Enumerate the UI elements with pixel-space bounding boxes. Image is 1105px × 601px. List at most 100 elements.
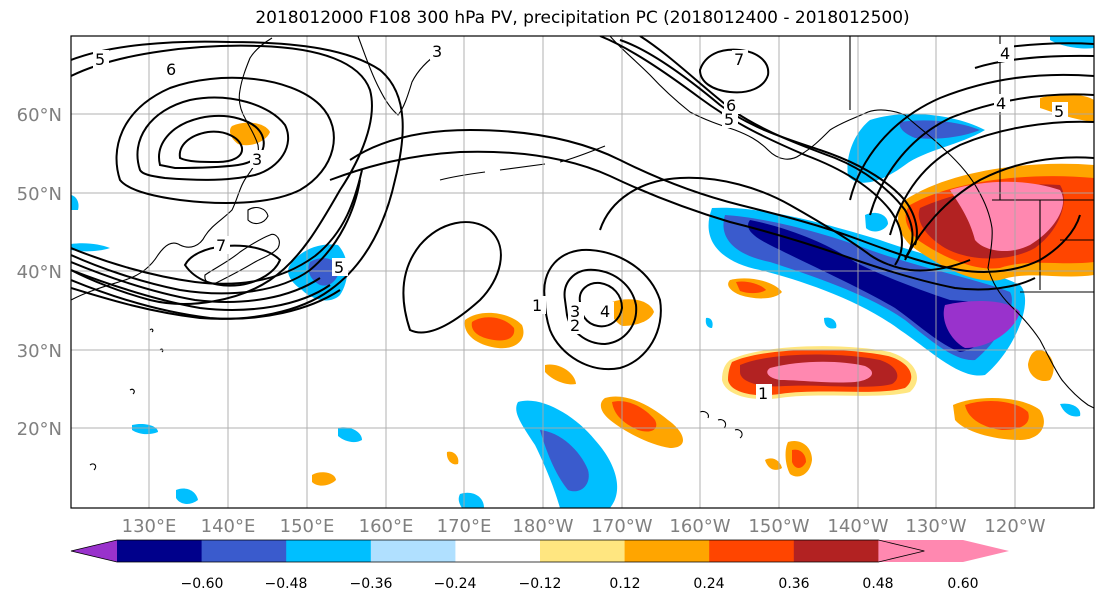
pv-contour [158,114,265,170]
colorbar-segment [455,540,541,562]
lat-label: 40°N [17,262,62,283]
colorbar-segment [878,540,1009,562]
pv-contour [115,76,335,204]
lat-label: 50°N [17,184,62,205]
pv-contour [599,176,971,272]
label-halo [568,316,584,334]
precip-positive-blob [765,458,782,470]
pv-contour [71,40,404,320]
contour-label: 1 [758,384,768,403]
colorbar [70,539,1009,563]
contour-label: 5 [1054,102,1064,121]
precip-negative-blob [705,317,713,328]
pv-contour [698,48,770,94]
contour-label: 2 [570,316,580,335]
map-frame [70,35,1095,509]
asia-coastline [71,37,273,301]
contour-label: 5 [95,50,105,69]
japan-coastline [204,233,280,285]
label-halo [164,60,180,78]
contour-label: 4 [600,302,610,321]
precip-positive-blob [612,401,657,432]
colorbar-segment [793,540,879,562]
precip-negative-blob [338,427,362,443]
label-halo [994,94,1010,112]
lat-label: 20°N [17,419,62,440]
pv-contour [136,96,290,181]
precip-positive-blob [312,472,336,486]
north-america-coastline [904,114,1094,409]
colorbar-segment [201,540,287,562]
precip-positive-blob [1028,350,1054,382]
lon-label: 160°W [669,516,730,537]
colorbar-segment [709,540,795,562]
contour-label: 6 [166,60,176,79]
contour-label: 3 [432,42,442,61]
contour-label: 7 [734,50,744,69]
colorbar-segment [286,540,372,562]
precip-negative-blob [176,488,198,504]
precip-positive-blob [545,364,576,385]
colorbar-tick-label: −0.48 [265,576,308,592]
pv-contour [71,44,373,305]
pv-contour [599,36,903,266]
pv-contour [178,130,244,164]
label-halo [93,50,109,68]
precip-positive-blob [230,122,270,146]
lon-label: 160°E [359,516,414,537]
label-halo [998,44,1014,62]
lon-label: 140°W [827,516,888,537]
pv-contour [563,268,638,346]
lat-label: 30°N [17,341,62,362]
precip-negative-blob [458,492,484,508]
precip-negative-blob [132,423,158,435]
kamchatka-coastline [357,36,441,116]
map-title: 2018012000 F108 300 hPa PV, precipitatio… [255,8,910,28]
colorbar-tick-label: −0.60 [181,576,224,592]
pv-contour [869,93,1094,216]
contour-label-halos [93,42,1068,402]
label-halo [250,150,266,168]
colorbar-tick-label: 0.12 [609,576,640,592]
pv-contour [349,128,1081,273]
lon-label: 130°W [905,516,966,537]
colorbar-segment [117,540,203,562]
colorbar-tick-label: −0.24 [434,576,477,592]
lon-label: 170°E [437,516,492,537]
precip-negative-blob [824,317,837,329]
colorbar-tick-label: −0.36 [350,576,393,592]
precip-negative-blob [71,243,110,252]
pv-contour [71,261,321,303]
pv-contour [402,221,502,334]
contour-label: 1 [532,296,542,315]
pv-contour [849,73,1094,201]
label-halo [214,236,230,254]
contour-label: 4 [996,94,1006,113]
precip-positive-blob [471,317,515,341]
label-halo [724,96,740,114]
precip-positive-blob [736,281,766,294]
pv-contour [71,269,331,311]
contour-label: 7 [216,236,226,255]
lon-label: 170°W [591,516,652,537]
colorbar-segment [71,540,117,562]
alaska-coastline [609,36,906,160]
pv-contour [329,150,1036,291]
hawaii-islands [699,410,743,439]
lon-label: 120°W [984,516,1045,537]
lon-label: 140°E [201,516,256,537]
contour-label: 3 [570,302,580,321]
contour-label: 3 [252,150,262,169]
colorbar-segment [540,540,626,562]
latitude-labels: 60°N 50°N 40°N 30°N 20°N [17,105,62,440]
lon-label: 180°W [512,516,573,537]
label-halo [756,384,772,402]
colorbar-outline [70,539,925,563]
precip-positive-core [767,361,873,383]
label-halo [430,42,446,60]
label-halo [332,258,348,276]
contour-label: 5 [724,110,734,129]
canada-borders [849,36,1001,200]
lon-label: 130°E [122,516,177,537]
